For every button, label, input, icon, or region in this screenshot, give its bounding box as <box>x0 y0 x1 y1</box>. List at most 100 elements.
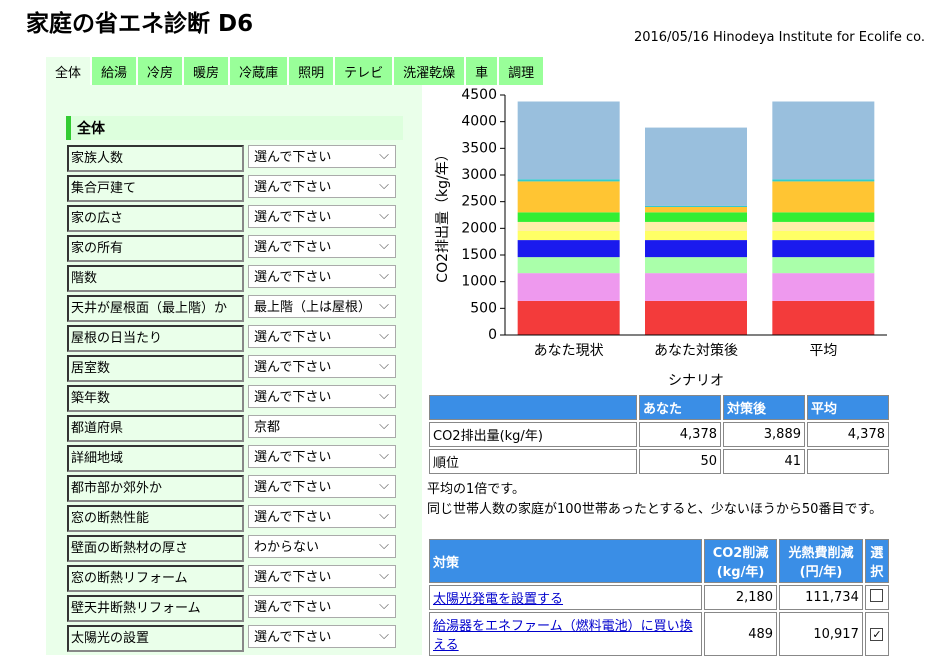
header-line: (円/年) <box>799 565 843 580</box>
header-line: 択 <box>870 565 884 580</box>
field-label: 窓の断熱リフォーム <box>67 565 244 592</box>
select[interactable]: 選んで下さい <box>248 144 396 168</box>
cell: 3,889 <box>723 422 805 447</box>
bar-segment <box>517 231 620 241</box>
credit: 2016/05/16 Hinodeya Institute for Ecolif… <box>633 30 925 45</box>
cell <box>807 449 889 474</box>
page-title: 家庭の省エネ診断 D6 <box>26 11 254 37</box>
header-cell <box>429 395 637 420</box>
field-label: 都道府県 <box>67 415 244 442</box>
select[interactable]: 選んで下さい <box>248 174 396 198</box>
cell: 太陽光発電を設置する <box>429 585 702 610</box>
select[interactable]: わからない <box>248 534 396 558</box>
cell: 50 <box>639 449 721 474</box>
y-tick-label: 1000 <box>461 274 497 290</box>
measures-table: 対策 CO2削減 (kg/年) 光熱費削減 (円/年) 選択太陽光発電を設置する 2,180… <box>427 537 891 658</box>
bar-segment <box>517 212 620 222</box>
bar-segment <box>772 300 875 335</box>
x-tick-label: あなた現状 <box>534 343 604 359</box>
bar-segment <box>772 101 875 180</box>
select[interactable]: 選んで下さい <box>248 624 396 648</box>
select[interactable]: 選んで下さい <box>248 444 396 468</box>
checkbox[interactable] <box>870 589 884 602</box>
field-label: 窓の断熱性能 <box>67 505 244 532</box>
y-tick-label: 0 <box>488 327 497 343</box>
cell: 給湯器をエネファーム（燃料電池）に買い換える <box>429 612 702 656</box>
bar-segment <box>645 212 747 222</box>
bar-segment <box>517 300 620 335</box>
row: 給湯器をエネファーム（燃料電池）に買い換える 489 10,917 ✓ <box>429 612 889 656</box>
measure-link[interactable]: 太陽光発電を設置する <box>433 592 564 607</box>
bar-segment <box>772 181 875 213</box>
field-label: 壁面の断熱材の厚さ <box>67 535 244 562</box>
bar-segment <box>772 179 875 182</box>
note: 同じ世帯人数の家庭が100世帯あったとすると、少ないほうから50番目です。 <box>427 502 883 517</box>
bar-segment <box>645 205 747 207</box>
section-title: 全体 <box>66 116 403 140</box>
tab[interactable]: 冷蔵庫 <box>230 57 288 85</box>
cell: 4,378 <box>807 422 889 447</box>
x-tick-label: 平均 <box>809 343 837 359</box>
bar-segment <box>645 273 747 301</box>
bar-segment <box>517 221 620 231</box>
header-cell: 平均 <box>807 395 889 420</box>
bar-segment <box>517 179 620 182</box>
note: 平均の1倍です。 <box>427 482 525 497</box>
bar-segment <box>517 181 620 213</box>
select[interactable]: 選んで下さい <box>248 204 396 228</box>
cell: 41 <box>723 449 805 474</box>
field-label: 都市部か郊外か <box>67 475 244 502</box>
y-tick-label: 2000 <box>461 220 497 236</box>
tab[interactable]: 冷房 <box>138 57 183 85</box>
x-axis-label: シナリオ <box>668 373 724 389</box>
select[interactable]: 選んで下さい <box>248 594 396 618</box>
tab[interactable]: 給湯 <box>92 57 137 85</box>
y-tick-label: 500 <box>470 300 497 316</box>
bar-segment <box>645 300 747 335</box>
checkbox[interactable]: ✓ <box>870 627 884 641</box>
field-label: 太陽光の設置 <box>67 625 244 652</box>
select[interactable]: 選んで下さい <box>248 354 396 378</box>
select[interactable]: 選んで下さい <box>248 324 396 348</box>
header-cell: 対策後 <box>723 395 805 420</box>
row: CO2排出量(kg/年) 4,378 3,889 4,378 <box>429 422 889 447</box>
cell: ✓ <box>864 612 889 656</box>
tab[interactable]: 全体 <box>46 57 91 85</box>
field-label: 家の広さ <box>67 205 244 232</box>
select[interactable]: 選んで下さい <box>248 234 396 258</box>
tab[interactable]: 照明 <box>289 57 334 85</box>
header-cell: 選択 <box>864 539 889 583</box>
measure-link[interactable]: 給湯器をエネファーム（燃料電池）に買い換える <box>433 619 693 653</box>
select[interactable]: 選んで下さい <box>248 384 396 408</box>
field-label: 屋根の日当たり <box>67 325 244 352</box>
tab[interactable]: テレビ <box>335 57 393 85</box>
y-tick-label: 4500 <box>461 87 497 103</box>
tab[interactable]: 調理 <box>499 57 544 85</box>
x-tick-label: あなた対策後 <box>654 342 738 359</box>
header-cell: あなた <box>639 395 721 420</box>
bar-segment <box>772 273 875 301</box>
bar-segment <box>645 221 747 231</box>
bar-segment <box>645 231 747 241</box>
select[interactable]: 選んで下さい <box>248 564 396 588</box>
field-label: 居室数 <box>67 355 244 382</box>
field-label: 築年数 <box>67 385 244 412</box>
select[interactable]: 選んで下さい <box>248 474 396 498</box>
select[interactable]: 最上階（上は屋根） <box>248 294 396 318</box>
select[interactable]: 京都 <box>248 414 396 438</box>
header-cell: 光熱費削減 (円/年) <box>779 539 863 583</box>
tab[interactable]: 暖房 <box>184 57 229 85</box>
select[interactable]: 選んで下さい <box>248 264 396 288</box>
bar-segment <box>645 240 747 258</box>
field-label: 壁天井断熱リフォーム <box>67 595 244 622</box>
cell: CO2排出量(kg/年) <box>429 422 637 447</box>
header-cell: CO2削減 (kg/年) <box>704 539 778 583</box>
tab[interactable]: 車 <box>466 57 498 85</box>
header-row: 対策 CO2削減 (kg/年) 光熱費削減 (円/年) 選択 <box>429 539 889 583</box>
bar-segment <box>517 240 620 258</box>
row: 順位 50 41 <box>429 449 889 474</box>
field-label: 集合戸建て <box>67 175 244 202</box>
field-label: 天井が屋根面（最上階）か <box>67 295 244 322</box>
tab[interactable]: 洗濯乾燥 <box>394 57 465 85</box>
select[interactable]: 選んで下さい <box>248 504 396 528</box>
